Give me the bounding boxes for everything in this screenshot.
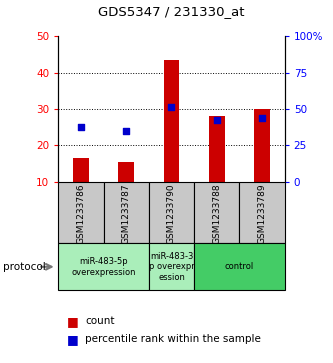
Text: GSM1233790: GSM1233790	[167, 183, 176, 244]
Text: percentile rank within the sample: percentile rank within the sample	[85, 334, 261, 344]
Text: GDS5347 / 231330_at: GDS5347 / 231330_at	[98, 5, 245, 18]
Bar	[254, 109, 270, 182]
Text: GSM1233788: GSM1233788	[212, 183, 221, 244]
Text: ■: ■	[67, 333, 78, 346]
Text: GSM1233786: GSM1233786	[76, 183, 86, 244]
Bar	[194, 182, 239, 243]
Text: count: count	[85, 316, 115, 326]
Text: GSM1233789: GSM1233789	[257, 183, 267, 244]
Text: protocol: protocol	[3, 262, 46, 272]
Bar	[118, 162, 134, 182]
Bar	[58, 182, 104, 243]
Bar	[194, 243, 285, 290]
Point	[78, 124, 84, 130]
Point	[214, 117, 219, 123]
Text: control: control	[225, 262, 254, 271]
Bar	[58, 243, 149, 290]
Point	[169, 105, 174, 110]
Text: miR-483-5p
overexpression: miR-483-5p overexpression	[71, 257, 136, 277]
Point	[259, 115, 265, 121]
Bar	[149, 243, 194, 290]
Bar	[239, 182, 285, 243]
Point	[124, 128, 129, 134]
Text: GSM1233787: GSM1233787	[122, 183, 131, 244]
Bar	[73, 158, 89, 182]
Bar	[164, 60, 179, 182]
Text: ■: ■	[67, 315, 78, 328]
Bar	[149, 182, 194, 243]
Bar	[104, 182, 149, 243]
Bar	[209, 116, 225, 182]
Text: miR-483-3
p overexpr
ession: miR-483-3 p overexpr ession	[149, 252, 194, 282]
